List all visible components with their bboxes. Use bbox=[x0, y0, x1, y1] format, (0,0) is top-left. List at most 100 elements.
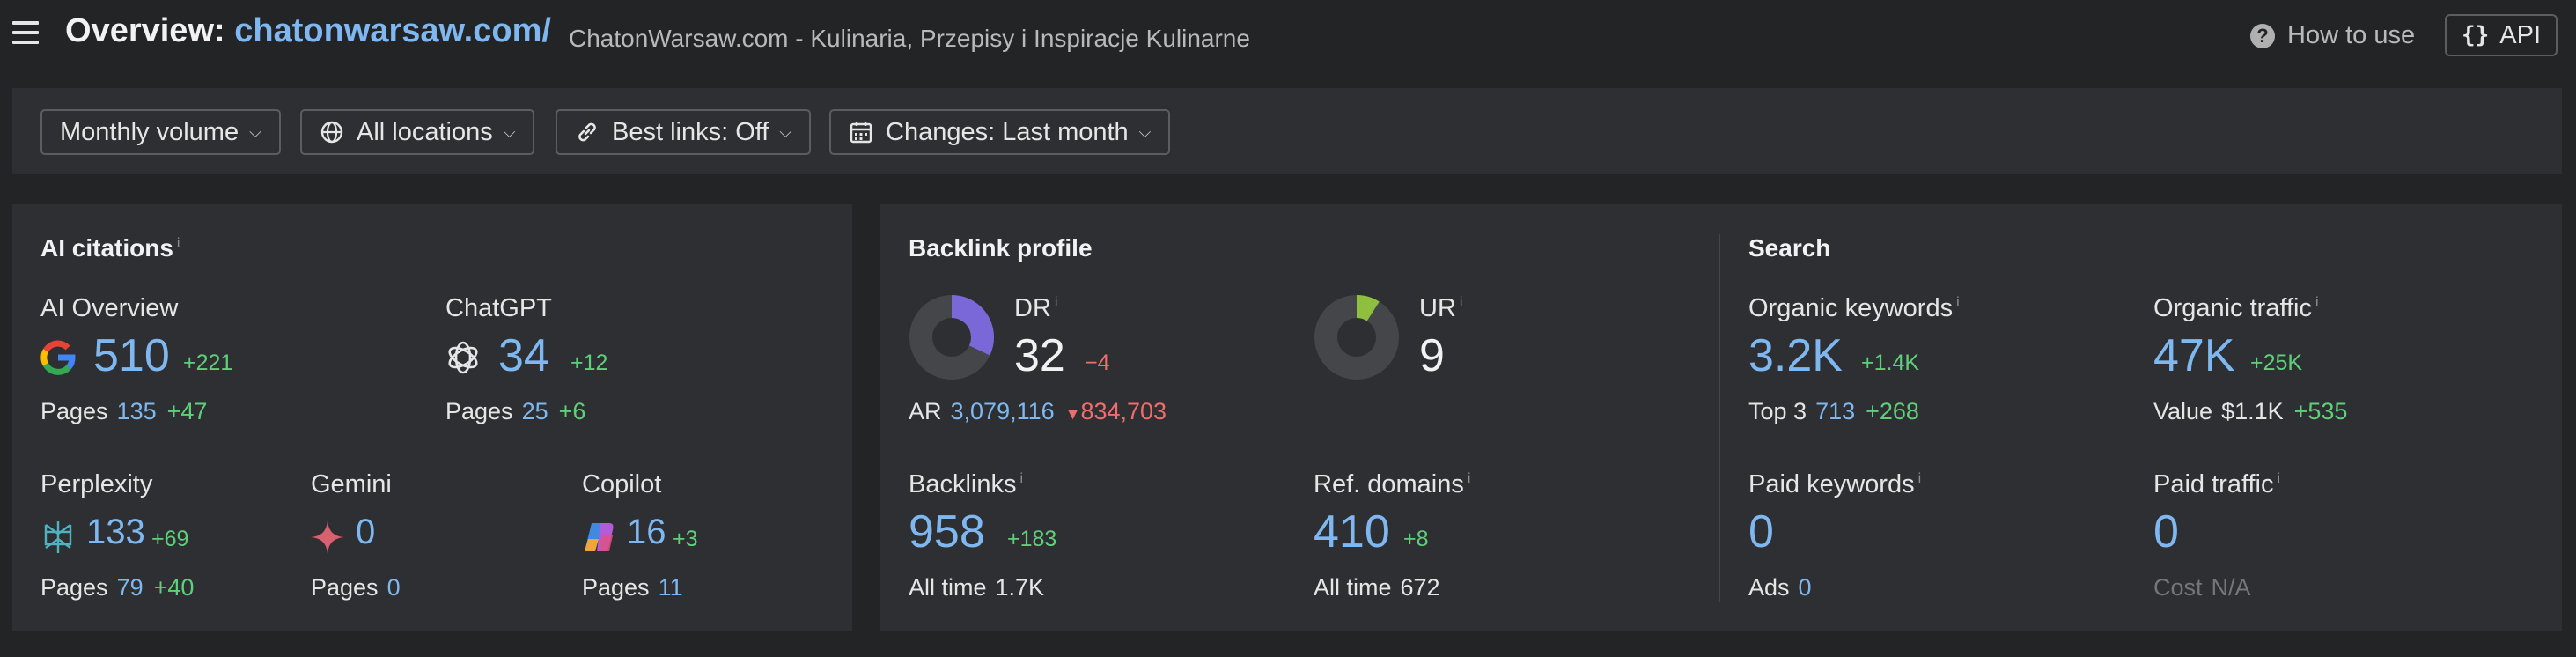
gemini-value[interactable]: 0 bbox=[356, 513, 376, 551]
ur-donut-chart bbox=[1314, 295, 1399, 380]
ai-overview-pages: Pages 135 +47 bbox=[40, 398, 208, 424]
locations-dropdown[interactable]: All locations ⌵ bbox=[300, 109, 535, 155]
organic-traffic-label: Organic traffic i bbox=[2153, 294, 2319, 322]
backlinks-value[interactable]: 958 bbox=[909, 506, 985, 557]
info-icon[interactable]: i bbox=[2277, 471, 2281, 487]
info-icon[interactable]: i bbox=[2315, 295, 2319, 311]
pages-value[interactable]: 79 bbox=[116, 574, 144, 601]
best-links-dropdown[interactable]: Best links: Off ⌵ bbox=[556, 109, 812, 155]
info-icon[interactable]: i bbox=[1459, 295, 1463, 311]
copilot-label: Copilot bbox=[582, 470, 662, 498]
ai-overview-value[interactable]: 510 bbox=[93, 330, 170, 381]
chevron-down-icon: ⌵ bbox=[1138, 122, 1152, 141]
chevron-down-icon: ⌵ bbox=[249, 122, 261, 141]
organic-keywords-value[interactable]: 3.2K bbox=[1748, 330, 1843, 381]
ur-value: 9 bbox=[1419, 330, 1445, 381]
ai-overview-label: AI Overview bbox=[40, 294, 179, 322]
pages-value[interactable]: 11 bbox=[658, 574, 683, 601]
gemini-icon bbox=[311, 520, 344, 554]
pages-value[interactable]: 0 bbox=[386, 574, 401, 601]
help-icon: ? bbox=[2250, 23, 2275, 48]
perplexity-value[interactable]: 133 bbox=[86, 513, 145, 551]
api-label: API bbox=[2499, 20, 2542, 49]
filter-bar bbox=[12, 88, 2562, 174]
chevron-down-icon: ⌵ bbox=[503, 122, 516, 141]
ads-row: Ads 0 bbox=[1748, 574, 1812, 601]
info-icon[interactable]: i bbox=[1467, 471, 1471, 487]
backlinks-all-time: All time 1.7K bbox=[909, 574, 1045, 601]
how-to-use-link[interactable]: ? How to use bbox=[2250, 21, 2415, 50]
info-icon[interactable]: i bbox=[1956, 295, 1960, 311]
ar-value[interactable]: 3,079,116 bbox=[950, 398, 1055, 424]
backlinks-label: Backlinks i bbox=[909, 470, 1024, 498]
filter-label: Monthly volume bbox=[60, 117, 239, 146]
monthly-volume-dropdown[interactable]: Monthly volume ⌵ bbox=[40, 109, 281, 155]
ai-overview-delta: +221 bbox=[183, 351, 233, 375]
ai-citations-title: AI citations i bbox=[40, 234, 180, 262]
dr-fill bbox=[909, 295, 994, 380]
menu-icon[interactable] bbox=[12, 21, 39, 44]
ur-label: UR i bbox=[1419, 294, 1463, 322]
info-icon[interactable]: i bbox=[1019, 471, 1024, 487]
top3-value[interactable]: 713 bbox=[1815, 398, 1856, 424]
google-icon bbox=[40, 340, 76, 375]
filter-label: All locations bbox=[357, 117, 493, 146]
chatgpt-delta: +12 bbox=[570, 351, 608, 375]
filter-label: Best links: Off bbox=[612, 117, 769, 146]
cost-row: Cost N/A bbox=[2153, 574, 2251, 601]
search-title: Search bbox=[1748, 234, 1831, 262]
copilot-delta: +3 bbox=[673, 527, 698, 551]
page-subtitle: ChatonWarsaw.com - Kulinaria, Przepisy i… bbox=[569, 25, 1250, 52]
title-prefix: Overview: bbox=[65, 12, 225, 49]
pages-value[interactable]: 25 bbox=[521, 398, 548, 424]
backlink-search-panel bbox=[880, 204, 2562, 631]
globe-icon bbox=[320, 121, 343, 144]
paid-keywords-value[interactable]: 0 bbox=[1748, 506, 1774, 557]
changes-dropdown[interactable]: Changes: Last month ⌵ bbox=[829, 109, 1171, 155]
ads-value[interactable]: 0 bbox=[1798, 574, 1812, 601]
dr-delta: −4 bbox=[1085, 351, 1110, 375]
ref-domains-value[interactable]: 410 bbox=[1314, 506, 1390, 557]
filter-label: Changes: Last month bbox=[886, 117, 1129, 146]
api-button[interactable]: {} API bbox=[2445, 14, 2558, 56]
paid-keywords-label: Paid keywords i bbox=[1748, 470, 1922, 498]
how-to-use-label: How to use bbox=[2287, 21, 2416, 49]
info-icon[interactable]: i bbox=[176, 235, 180, 251]
panel-divider bbox=[1719, 234, 1720, 602]
chatgpt-pages: Pages 25 +6 bbox=[445, 398, 586, 424]
page-title: Overview: chatonwarsaw.com/ bbox=[65, 12, 551, 50]
link-icon bbox=[578, 122, 596, 142]
perplexity-icon bbox=[44, 521, 72, 553]
info-icon[interactable]: i bbox=[1054, 295, 1058, 311]
ur-fill bbox=[1314, 295, 1399, 380]
perplexity-pages: Pages 79 +40 bbox=[40, 574, 195, 601]
ref-domains-all-time: All time 672 bbox=[1314, 574, 1440, 601]
ai-citations-panel bbox=[12, 204, 852, 631]
copilot-icon bbox=[585, 523, 614, 551]
top3-row: Top 3 713 +268 bbox=[1748, 398, 1919, 424]
copilot-value[interactable]: 16 bbox=[627, 513, 666, 551]
braces-icon: {} bbox=[2461, 22, 2490, 48]
ar-delta: ▼834,703 bbox=[1064, 398, 1167, 424]
perplexity-delta: +69 bbox=[151, 527, 189, 551]
backlink-profile-title: Backlink profile bbox=[909, 234, 1093, 262]
organic-keywords-label: Organic keywords i bbox=[1748, 294, 1960, 322]
copilot-pages: Pages 11 bbox=[582, 574, 683, 601]
dr-value: 32 bbox=[1014, 330, 1065, 381]
organic-traffic-value[interactable]: 47K bbox=[2153, 330, 2235, 381]
triangle-down-icon: ▼ bbox=[1064, 405, 1081, 423]
paid-traffic-label: Paid traffic i bbox=[2153, 470, 2281, 498]
info-icon[interactable]: i bbox=[1917, 471, 1922, 487]
chatgpt-value[interactable]: 34 bbox=[498, 330, 549, 381]
dr-donut-chart bbox=[909, 295, 994, 380]
domain-link[interactable]: chatonwarsaw.com/ bbox=[234, 12, 551, 49]
gemini-pages: Pages 0 bbox=[311, 574, 401, 601]
dr-label: DR i bbox=[1014, 294, 1058, 322]
chevron-down-icon: ⌵ bbox=[779, 122, 792, 141]
ref-domains-delta: +8 bbox=[1403, 527, 1429, 551]
paid-traffic-value[interactable]: 0 bbox=[2153, 506, 2179, 557]
perplexity-label: Perplexity bbox=[40, 470, 153, 498]
calendar-icon bbox=[850, 122, 872, 144]
pages-value[interactable]: 135 bbox=[116, 398, 157, 424]
openai-icon bbox=[448, 341, 478, 374]
